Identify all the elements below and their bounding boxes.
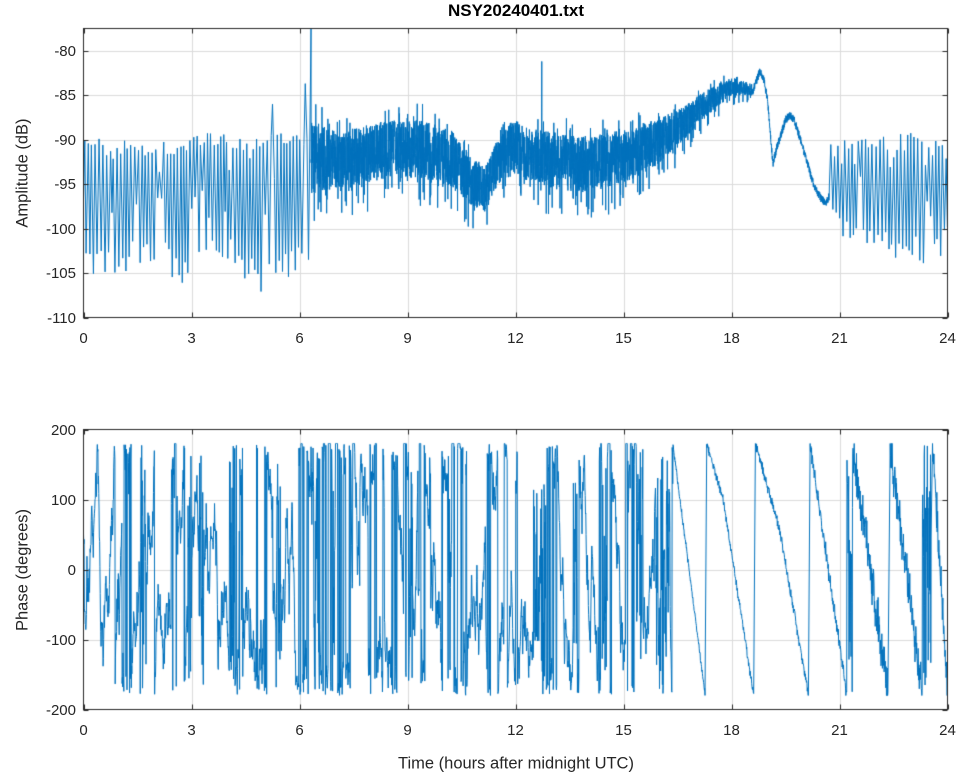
- y-tick-label: 0: [67, 561, 76, 579]
- x-tick-label: 3: [187, 722, 196, 739]
- x-tick-label: 24: [939, 722, 956, 739]
- x-tick-label: 15: [615, 330, 632, 347]
- y-tick-label: 200: [50, 421, 76, 439]
- x-tick-label: 18: [723, 722, 740, 739]
- x-tick-label: 12: [507, 330, 524, 347]
- x-tick-label: 21: [831, 722, 848, 739]
- x-tick-label: 0: [79, 722, 88, 739]
- x-tick-label: 9: [403, 722, 412, 739]
- x-tick-label: 6: [295, 330, 304, 347]
- x-tick-label: 12: [507, 722, 524, 739]
- y-tick-label: -105: [45, 265, 76, 283]
- figure-title: NSY20240401.txt: [447, 1, 585, 20]
- x-tick-label: 6: [295, 722, 304, 739]
- y-tick-label: -100: [45, 631, 76, 649]
- x-tick-label: 0: [79, 330, 88, 347]
- y-tick-label: -100: [45, 220, 76, 238]
- x-tick-label: 9: [403, 330, 412, 347]
- y-tick-label: -110: [47, 309, 76, 327]
- y-tick-label: -90: [54, 131, 76, 149]
- y-tick-label: -200: [45, 701, 76, 719]
- x-tick-label: 15: [615, 722, 632, 739]
- x-tick-label: 3: [187, 330, 196, 347]
- time-xlabel: Time (hours after midnight UTC): [398, 754, 634, 773]
- y-tick-label: -85: [54, 87, 76, 105]
- y-tick-label: -80: [54, 42, 76, 60]
- x-tick-label: 24: [939, 330, 956, 347]
- x-tick-label: 18: [723, 330, 740, 347]
- y-tick-label: 100: [50, 491, 76, 509]
- x-tick-label: 21: [831, 330, 848, 347]
- y-tick-label: -95: [54, 176, 76, 194]
